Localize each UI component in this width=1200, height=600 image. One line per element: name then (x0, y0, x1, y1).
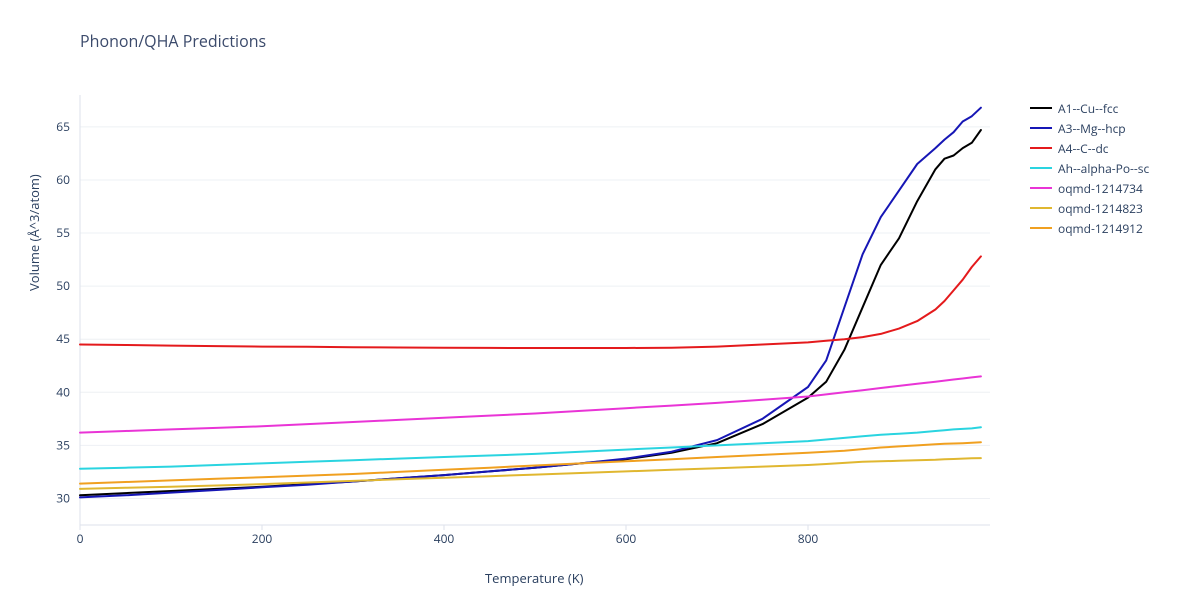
chart-container: Phonon/QHA Predictions Volume (Å^3/atom)… (0, 0, 1200, 600)
legend-swatch (1030, 187, 1052, 189)
legend-label: A1--Cu--fcc (1058, 100, 1118, 117)
series-line[interactable] (80, 108, 981, 498)
y-tick-label: 65 (56, 118, 70, 135)
legend-item[interactable]: oqmd-1214912 (1030, 220, 1149, 236)
legend-swatch (1030, 167, 1052, 169)
legend-label: oqmd-1214823 (1058, 200, 1143, 217)
legend-swatch (1030, 147, 1052, 149)
y-tick-label: 40 (56, 383, 70, 400)
x-tick-label: 0 (77, 530, 84, 547)
series-line[interactable] (80, 376, 981, 432)
legend-item[interactable]: oqmd-1214734 (1030, 180, 1149, 196)
legend-swatch (1030, 107, 1052, 109)
legend-label: Ah--alpha-Po--sc (1058, 160, 1149, 177)
x-tick-label: 200 (252, 530, 273, 547)
legend-swatch (1030, 127, 1052, 129)
y-tick-label: 50 (56, 277, 70, 294)
legend-item[interactable]: A3--Mg--hcp (1030, 120, 1149, 136)
legend-label: oqmd-1214734 (1058, 180, 1143, 197)
legend-label: oqmd-1214912 (1058, 220, 1143, 237)
legend-item[interactable]: A4--C--dc (1030, 140, 1149, 156)
legend-swatch (1030, 207, 1052, 209)
x-tick-label: 400 (434, 530, 455, 547)
legend-item[interactable]: Ah--alpha-Po--sc (1030, 160, 1149, 176)
legend-swatch (1030, 227, 1052, 229)
series-line[interactable] (80, 130, 981, 495)
legend-item[interactable]: A1--Cu--fcc (1030, 100, 1149, 116)
legend-label: A3--Mg--hcp (1058, 120, 1126, 137)
plot-area: 30 35 40 45 50 55 60 65 0 200 400 600 800 (0, 0, 1200, 600)
legend-label: A4--C--dc (1058, 140, 1109, 157)
legend-item[interactable]: oqmd-1214823 (1030, 200, 1149, 216)
legend: A1--Cu--fcc A3--Mg--hcp A4--C--dc Ah--alpha… (1030, 100, 1149, 240)
y-tick-label: 45 (56, 330, 70, 347)
y-tick-label: 35 (56, 436, 70, 453)
x-tick-label: 800 (798, 530, 819, 547)
y-tick-label: 30 (56, 489, 70, 506)
y-tick-label: 60 (56, 171, 70, 188)
series-line[interactable] (80, 458, 981, 489)
x-tick-label: 600 (616, 530, 637, 547)
y-tick-label: 55 (56, 224, 70, 241)
x-axis-label: Temperature (K) (485, 569, 584, 587)
